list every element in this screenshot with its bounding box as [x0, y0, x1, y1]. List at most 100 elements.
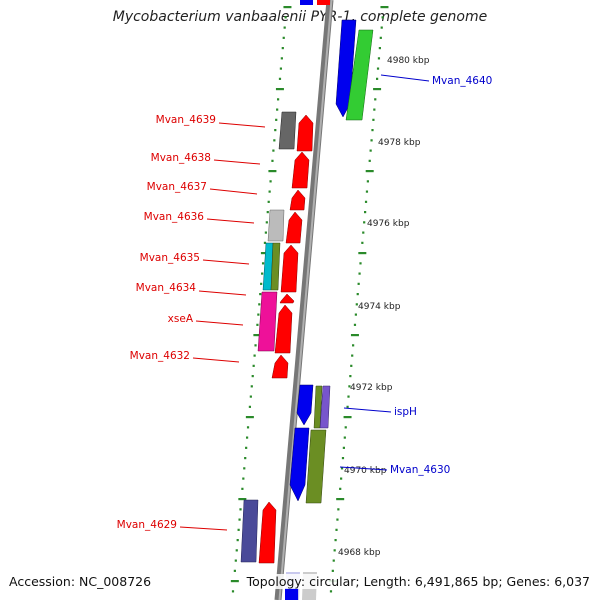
tick-mark — [260, 252, 269, 255]
label-mvan-4637[interactable]: Mvan_4637 — [147, 181, 207, 193]
tick-mark — [259, 293, 262, 296]
label-xsea[interactable]: xseA — [168, 313, 194, 325]
tick-mark — [332, 559, 335, 562]
leader-mvan-4640 — [380, 74, 430, 82]
tick-mark — [254, 344, 257, 347]
label-mvan-4629[interactable]: Mvan_4629 — [117, 519, 177, 531]
gene-partial-top-red[interactable] — [317, 0, 330, 5]
tick-mark — [357, 282, 360, 285]
gene-blue-isph-left[interactable] — [296, 384, 314, 426]
label-mvan-4639[interactable]: Mvan_4639 — [156, 114, 216, 126]
tick-mark — [245, 446, 248, 449]
tick-mark — [283, 26, 286, 29]
tick-mark — [343, 436, 346, 439]
gene-mvan-4637[interactable] — [289, 189, 306, 211]
gene-mvan-4630[interactable] — [305, 429, 327, 504]
tick-mark — [276, 98, 280, 101]
leader-mvan-4637 — [209, 188, 258, 195]
label-mvan-4640[interactable]: Mvan_4640 — [432, 75, 492, 87]
tick-mark — [246, 426, 250, 429]
tick-mark — [335, 528, 338, 531]
scale-label-4980: 4980 kbp — [387, 56, 430, 66]
leader-mvan-4632 — [192, 357, 240, 363]
tick-mark — [245, 436, 249, 439]
tick-mark — [380, 26, 383, 29]
tick-mark — [342, 446, 345, 449]
tick-mark — [279, 67, 283, 70]
tick-mark — [231, 590, 235, 593]
tick-mark — [352, 344, 355, 347]
gene-mvan-4635[interactable] — [280, 244, 299, 293]
leader-xsea — [195, 320, 244, 326]
gene-mvan-4629[interactable] — [258, 501, 277, 564]
gene-mvan-4634[interactable] — [279, 293, 295, 304]
tick-mark — [364, 211, 367, 214]
label-mvan-4630[interactable]: Mvan_4630 — [390, 464, 450, 476]
tick-mark — [243, 467, 246, 470]
gene-xsea-pink[interactable] — [257, 291, 278, 352]
tick-mark — [373, 108, 376, 111]
tick-mark — [358, 272, 361, 275]
leader-mvan-4635 — [202, 259, 250, 265]
scale-label-4976: 4976 kbp — [367, 219, 410, 229]
tick-mark — [273, 139, 276, 142]
gene-blue-upper[interactable] — [335, 19, 357, 118]
label-mvan-4636[interactable]: Mvan_4636 — [144, 211, 205, 223]
scale-label-4968: 4968 kbp — [338, 548, 381, 558]
tick-mark — [349, 375, 352, 378]
tick-mark — [358, 252, 367, 255]
leader-mvan-4634 — [198, 290, 247, 296]
tick-mark — [265, 221, 268, 224]
gene-blue-lower[interactable] — [289, 427, 310, 502]
leader-mvan-4638 — [213, 159, 261, 165]
gene-mvan-4638[interactable] — [291, 151, 310, 189]
tick-mark — [364, 200, 368, 203]
tick-mark — [346, 405, 349, 408]
gene-xsea[interactable] — [274, 304, 293, 354]
tick-mark — [234, 559, 237, 562]
gene-mvan-4635-olive[interactable] — [270, 242, 281, 291]
tick-mark — [266, 211, 269, 214]
right-gene-labels: Mvan_4640 ispH Mvan_4630 — [339, 74, 492, 476]
tick-mark — [331, 569, 334, 572]
tick-mark — [250, 385, 253, 388]
tick-mark — [372, 118, 375, 121]
tick-mark — [344, 426, 347, 429]
map-title: Mycobacterium vanbaalenii PYR-1, complet… — [112, 9, 488, 25]
gene-red-4639[interactable] — [296, 114, 314, 152]
gene-mvan-4639[interactable] — [278, 111, 297, 150]
tick-mark — [333, 549, 336, 552]
tick-mark — [284, 16, 287, 19]
tick-mark — [340, 477, 343, 480]
tick-mark — [380, 6, 389, 9]
tick-mark — [264, 231, 267, 234]
tick-mark — [366, 180, 369, 183]
tick-mark — [256, 323, 259, 326]
gene-mvan-4636[interactable] — [285, 211, 303, 244]
leader-mvan-4629 — [179, 526, 228, 531]
tick-mark — [329, 590, 333, 593]
label-isph[interactable]: ispH — [394, 406, 417, 418]
label-mvan-4635[interactable]: Mvan_4635 — [140, 252, 200, 264]
gene-partial-top-blue[interactable] — [300, 0, 313, 5]
gene-mvan-4640[interactable] — [345, 29, 374, 121]
label-mvan-4632[interactable]: Mvan_4632 — [130, 350, 190, 362]
gene-mvan-4629-navy[interactable] — [240, 499, 259, 563]
gene-partial-bottom-blue[interactable] — [285, 588, 298, 600]
tick-mark — [233, 569, 236, 572]
scale-labels: 4980 kbp 4978 kbp 4976 kbp 4974 kbp 4972… — [338, 56, 430, 558]
gene-mvan-4632[interactable] — [271, 354, 289, 379]
tick-mark — [274, 129, 277, 132]
scale-label-4970: 4970 kbp — [344, 466, 387, 476]
label-mvan-4638[interactable]: Mvan_4638 — [151, 152, 211, 164]
tick-mark — [334, 539, 337, 542]
tick-mark — [370, 139, 373, 142]
tick-mark — [238, 518, 241, 521]
tick-mark — [339, 487, 342, 490]
tick-mark — [350, 334, 359, 337]
label-mvan-4634[interactable]: Mvan_4634 — [136, 282, 197, 294]
gene-mvan-4636-gray[interactable] — [267, 209, 285, 242]
tick-mark — [376, 77, 379, 80]
gene-isph[interactable] — [319, 385, 331, 429]
